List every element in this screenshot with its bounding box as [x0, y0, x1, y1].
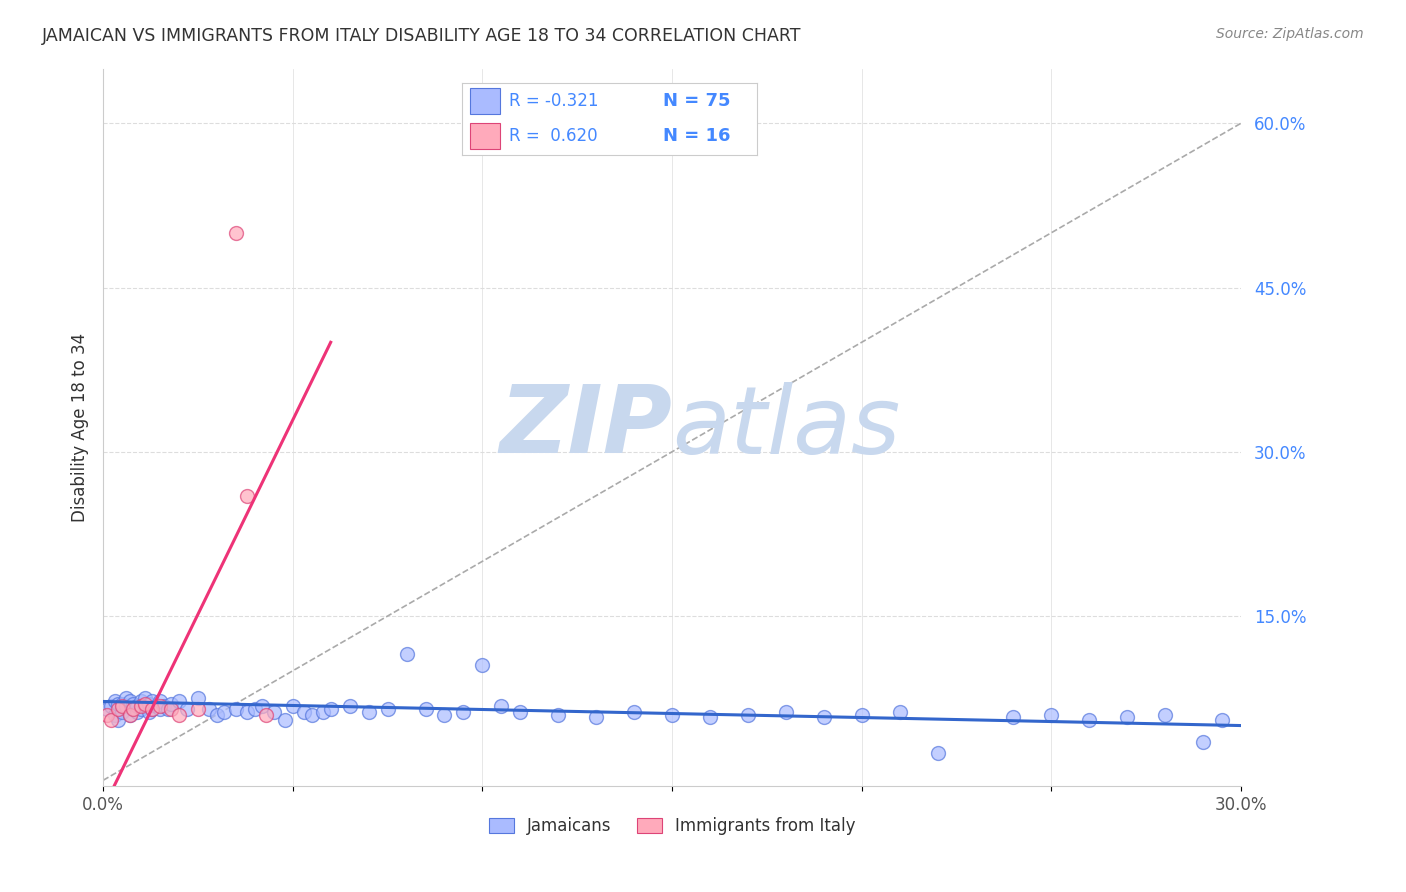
- Text: Source: ZipAtlas.com: Source: ZipAtlas.com: [1216, 27, 1364, 41]
- Point: [319, 702, 342, 716]
- Point: [292, 706, 315, 720]
- Point: [187, 691, 209, 706]
- Point: [141, 702, 163, 716]
- Point: [205, 707, 228, 722]
- Point: [274, 713, 297, 727]
- Point: [214, 706, 236, 720]
- Point: [339, 698, 361, 713]
- Point: [433, 707, 456, 722]
- Point: [129, 702, 152, 716]
- Point: [699, 710, 721, 724]
- Point: [96, 702, 118, 716]
- Point: [167, 694, 190, 708]
- Point: [160, 697, 183, 711]
- Point: [1002, 710, 1025, 724]
- Point: [167, 707, 190, 722]
- Point: [134, 691, 156, 706]
- Point: [107, 713, 129, 727]
- Point: [111, 698, 134, 713]
- Point: [357, 706, 380, 720]
- Point: [122, 702, 145, 716]
- Point: [129, 698, 152, 713]
- Legend: Jamaicans, Immigrants from Italy: Jamaicans, Immigrants from Italy: [489, 817, 855, 835]
- Point: [127, 698, 149, 713]
- Point: [156, 702, 179, 716]
- Point: [153, 698, 176, 713]
- Point: [1192, 735, 1215, 749]
- Point: [1078, 713, 1101, 727]
- Point: [377, 702, 399, 716]
- Point: [547, 707, 569, 722]
- Point: [118, 694, 141, 708]
- Point: [236, 489, 259, 503]
- Point: [1154, 707, 1177, 722]
- Point: [118, 707, 141, 722]
- Point: [138, 697, 160, 711]
- Point: [585, 710, 607, 724]
- Point: [509, 706, 531, 720]
- Point: [149, 702, 172, 716]
- Point: [491, 698, 513, 713]
- Text: ZIP: ZIP: [499, 381, 672, 473]
- Point: [103, 707, 125, 722]
- Point: [141, 702, 163, 716]
- Point: [254, 707, 277, 722]
- Point: [100, 713, 122, 727]
- Point: [141, 694, 163, 708]
- Point: [115, 698, 138, 713]
- Point: [145, 698, 167, 713]
- Point: [281, 698, 304, 713]
- Point: [127, 706, 149, 720]
- Point: [252, 698, 274, 713]
- Point: [1116, 710, 1139, 724]
- Text: JAMAICAN VS IMMIGRANTS FROM ITALY DISABILITY AGE 18 TO 34 CORRELATION CHART: JAMAICAN VS IMMIGRANTS FROM ITALY DISABI…: [42, 27, 801, 45]
- Point: [661, 707, 683, 722]
- Point: [243, 702, 266, 716]
- Point: [236, 706, 259, 720]
- Point: [225, 226, 247, 240]
- Point: [453, 706, 475, 720]
- Point: [118, 707, 141, 722]
- Point: [100, 698, 122, 713]
- Point: [813, 710, 835, 724]
- Point: [1040, 707, 1063, 722]
- Point: [471, 658, 494, 673]
- Point: [134, 698, 156, 713]
- Y-axis label: Disability Age 18 to 34: Disability Age 18 to 34: [72, 333, 89, 522]
- Point: [263, 706, 285, 720]
- Point: [107, 702, 129, 716]
- Point: [737, 707, 759, 722]
- Point: [187, 702, 209, 716]
- Point: [851, 707, 873, 722]
- Point: [160, 702, 183, 716]
- Point: [134, 697, 156, 711]
- Point: [107, 697, 129, 711]
- Point: [395, 648, 418, 662]
- Point: [149, 694, 172, 708]
- Point: [415, 702, 437, 716]
- Point: [301, 707, 323, 722]
- Point: [103, 694, 125, 708]
- Point: [1211, 713, 1233, 727]
- Point: [111, 697, 134, 711]
- Point: [889, 706, 911, 720]
- Point: [312, 706, 335, 720]
- Point: [927, 746, 949, 760]
- Point: [111, 706, 134, 720]
- Point: [138, 706, 160, 720]
- Point: [149, 698, 172, 713]
- Point: [176, 702, 198, 716]
- Point: [129, 694, 152, 708]
- Point: [198, 702, 221, 716]
- Point: [122, 702, 145, 716]
- Point: [225, 702, 247, 716]
- Text: atlas: atlas: [672, 382, 900, 473]
- Point: [115, 691, 138, 706]
- Point: [96, 707, 118, 722]
- Point: [623, 706, 645, 720]
- Point: [122, 697, 145, 711]
- Point: [775, 706, 797, 720]
